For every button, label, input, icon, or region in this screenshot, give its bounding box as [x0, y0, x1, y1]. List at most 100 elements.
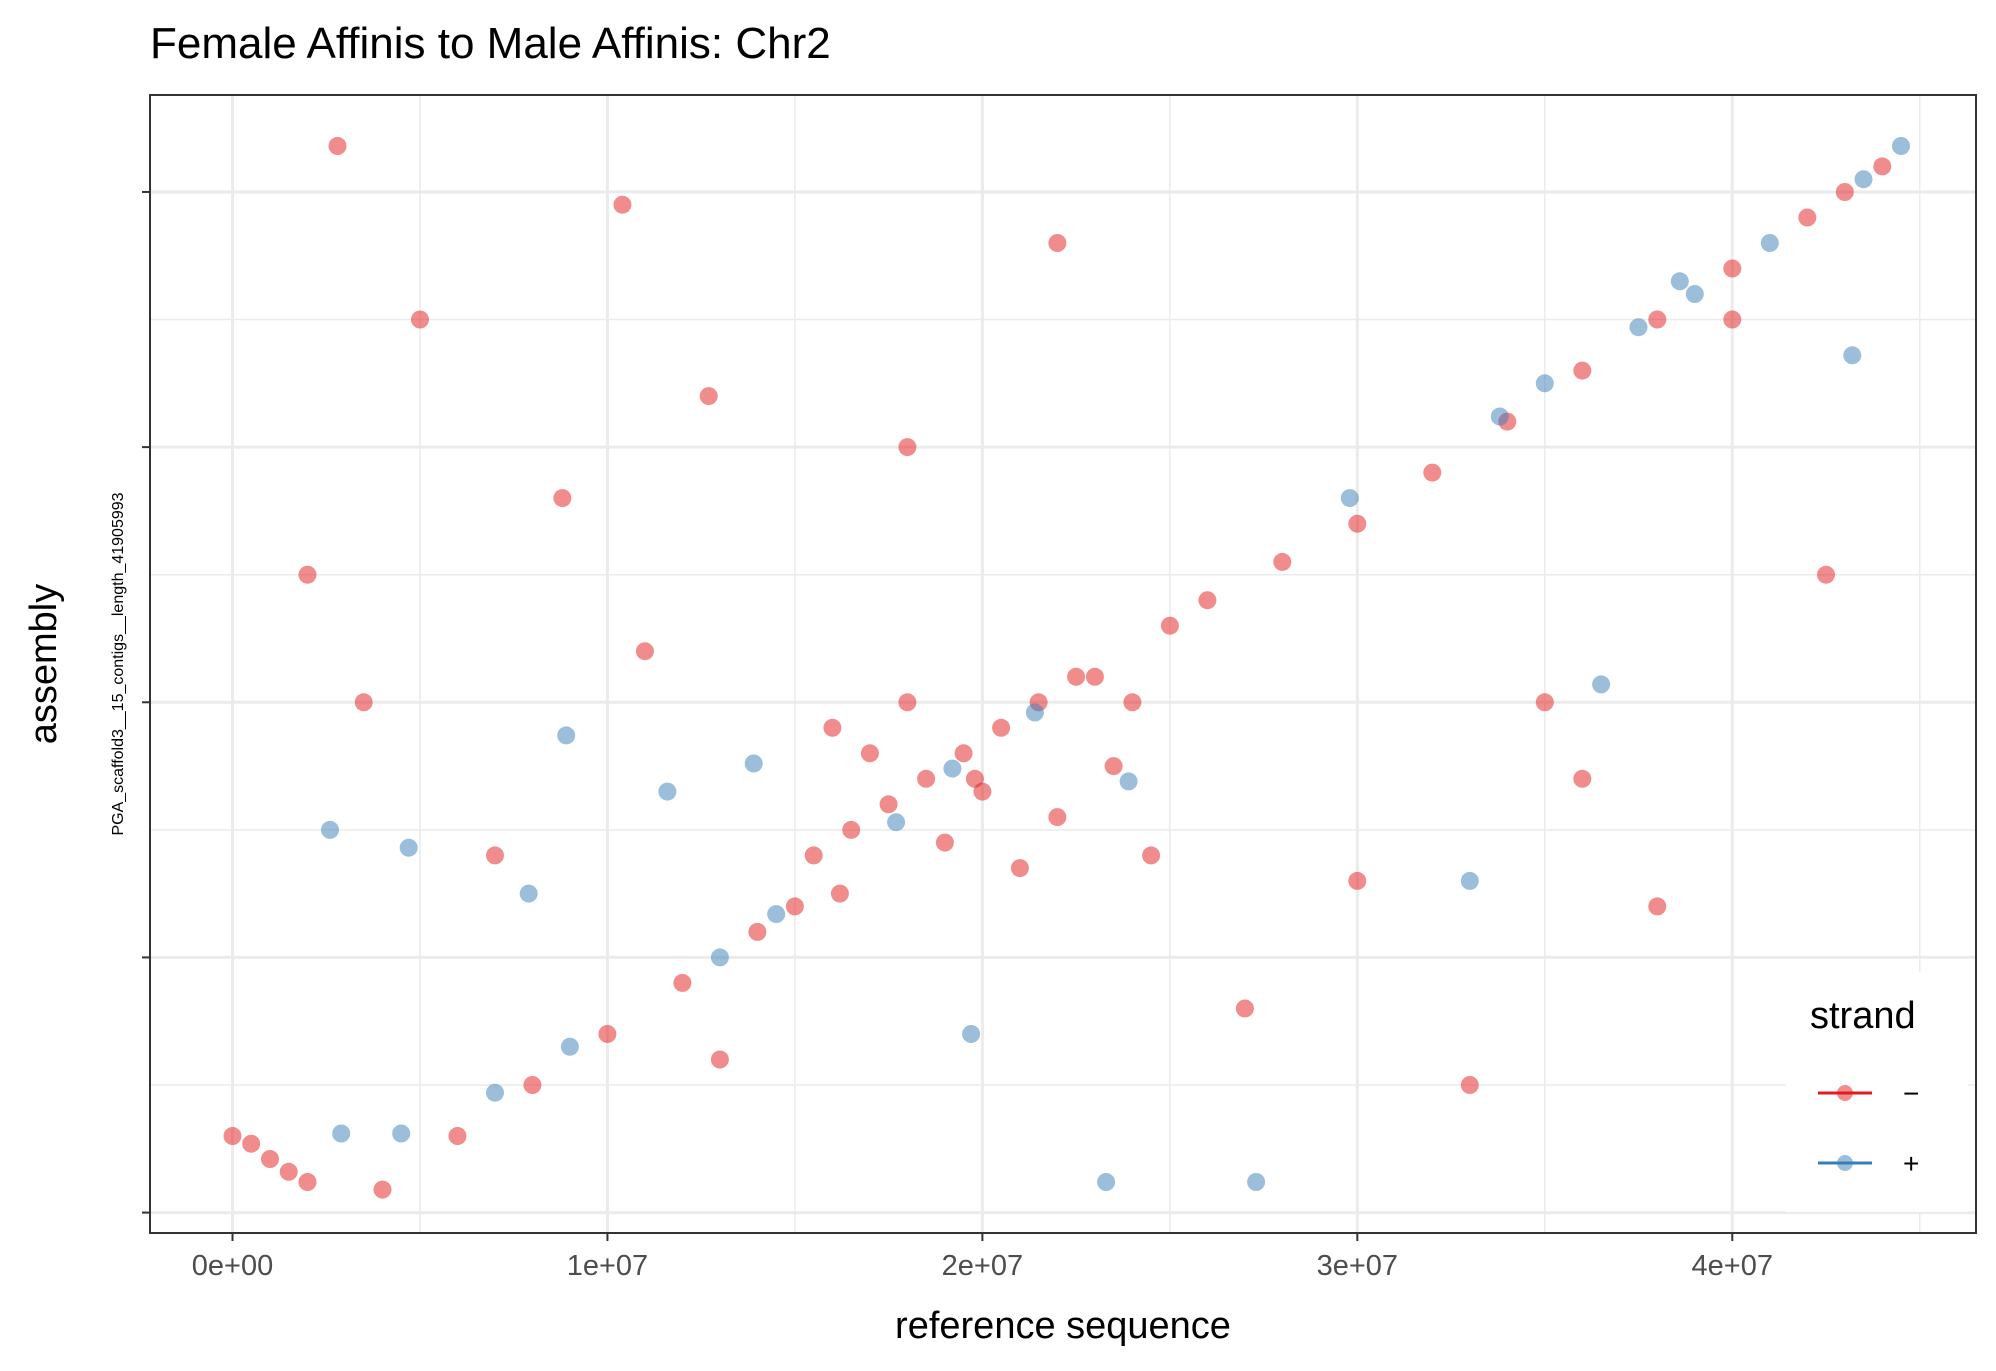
y-axis-sublabel: PGA_scaffold3__15_contigs__length_419059…: [110, 492, 127, 835]
data-point: [1535, 374, 1554, 393]
data-point: [598, 1025, 617, 1043]
data-point: [392, 1124, 411, 1143]
data-point: [298, 1173, 317, 1191]
data-point: [486, 1083, 504, 1102]
data-point: [1723, 259, 1742, 278]
data-point: [1648, 310, 1667, 329]
data-point: [1104, 757, 1123, 776]
data-point: [1198, 591, 1217, 610]
data-point: [954, 744, 973, 763]
plot-panel-border: [149, 94, 1977, 1234]
x-tick-label: 1e+07: [567, 1250, 648, 1282]
data-point: [699, 387, 718, 406]
y-axis-ticks: [142, 190, 150, 1214]
data-point: [1235, 999, 1254, 1018]
data-point: [1273, 552, 1292, 571]
data-point: [399, 838, 418, 857]
data-point: [1490, 407, 1509, 426]
legend-title: strand: [1810, 995, 1916, 1037]
data-point: [830, 884, 849, 903]
data-point: [935, 833, 954, 852]
data-point: [242, 1134, 261, 1153]
data-point: [298, 565, 317, 584]
legend-key-point-plus: [1837, 1155, 1853, 1171]
data-point: [1119, 772, 1138, 791]
data-point: [1835, 183, 1854, 201]
chart-title: Female Affinis to Male Affinis: Chr2: [150, 19, 831, 68]
data-point: [1535, 693, 1554, 712]
data-point: [523, 1076, 542, 1094]
legend-label-minus: −: [1903, 1078, 1919, 1109]
data-point: [1592, 675, 1611, 694]
data-point: [748, 922, 767, 941]
x-tick-label: 2e+07: [942, 1250, 1023, 1282]
data-point: [1423, 463, 1442, 482]
data-points: [223, 137, 1910, 1199]
data-point: [1085, 667, 1104, 686]
data-point: [635, 642, 654, 661]
data-point: [710, 1050, 729, 1069]
data-point: [1460, 1076, 1479, 1094]
data-point: [1142, 846, 1161, 865]
data-point: [1348, 514, 1367, 533]
data-point: [1892, 137, 1910, 155]
data-point: [1629, 318, 1648, 337]
data-point: [842, 820, 861, 839]
data-point: [744, 754, 763, 773]
x-tick-label: 3e+07: [1317, 1250, 1398, 1282]
data-point: [898, 693, 917, 712]
legend-key-point-minus: [1837, 1085, 1853, 1101]
data-point: [943, 759, 962, 778]
data-point: [804, 846, 823, 865]
data-point: [962, 1025, 981, 1043]
data-point: [887, 813, 906, 832]
grid-lines: [150, 95, 1976, 1233]
data-point: [1817, 565, 1835, 584]
data-point: [1648, 897, 1667, 916]
data-point: [658, 782, 677, 801]
data-point: [1854, 170, 1873, 189]
data-point: [411, 310, 429, 329]
legend: strand − +: [1786, 972, 1968, 1212]
x-axis-title: reference sequence: [895, 1305, 1231, 1347]
data-point: [1097, 1173, 1116, 1191]
data-point: [965, 769, 984, 788]
data-point: [860, 744, 879, 763]
x-tick-label: 4e+07: [1692, 1250, 1773, 1282]
data-point: [332, 1124, 351, 1143]
data-point: [898, 438, 917, 457]
data-point: [1723, 310, 1742, 329]
data-point: [823, 718, 842, 737]
data-point: [1025, 703, 1044, 722]
data-point: [1067, 667, 1086, 686]
data-point: [1247, 1173, 1266, 1191]
data-point: [1160, 616, 1179, 635]
data-point: [328, 137, 347, 155]
data-point: [321, 820, 339, 839]
data-point: [1573, 361, 1592, 380]
data-point: [1010, 859, 1029, 878]
data-point: [767, 905, 786, 924]
data-point: [557, 726, 576, 745]
data-point: [613, 195, 632, 214]
data-point: [1460, 871, 1479, 890]
data-point: [1873, 157, 1892, 176]
data-point: [553, 489, 572, 508]
data-point: [917, 769, 936, 788]
data-point: [1760, 234, 1779, 252]
data-point: [1670, 272, 1689, 291]
data-point: [1843, 346, 1862, 365]
data-point: [992, 718, 1011, 737]
data-point: [354, 693, 373, 712]
data-point: [785, 897, 804, 916]
data-point: [673, 973, 692, 992]
data-point: [1048, 808, 1067, 827]
data-point: [486, 846, 504, 865]
data-point: [1123, 693, 1142, 712]
x-tick-label: 0e+00: [192, 1250, 273, 1282]
data-point: [1048, 234, 1067, 252]
data-point: [223, 1127, 242, 1145]
y-axis-title: assembly: [23, 584, 65, 745]
data-point: [1573, 769, 1592, 788]
